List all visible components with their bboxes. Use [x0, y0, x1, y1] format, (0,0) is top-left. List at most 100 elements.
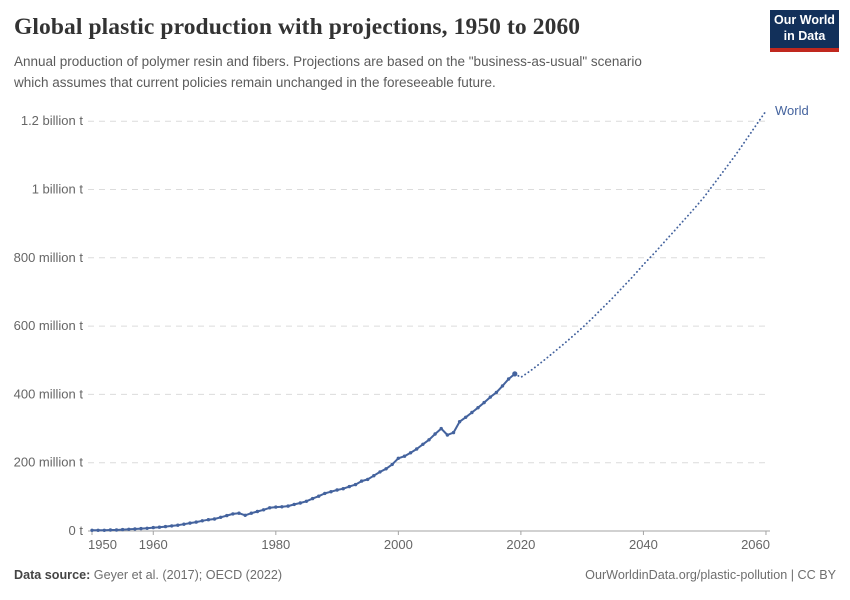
data-point — [488, 395, 492, 399]
data-point — [243, 513, 247, 517]
data-point — [90, 528, 94, 532]
data-point — [329, 490, 333, 494]
data-point — [366, 477, 370, 482]
y-axis-label: 1 billion t — [32, 182, 84, 197]
y-axis-label: 1.2 billion t — [21, 113, 84, 128]
data-point — [341, 487, 345, 491]
x-axis-label: 1950 — [88, 537, 117, 552]
data-point — [108, 528, 113, 532]
projection-line[interactable] — [513, 110, 767, 379]
data-point — [133, 527, 137, 531]
data-point — [445, 433, 450, 437]
owid-logo[interactable]: Our World in Data — [770, 10, 839, 52]
subtitle-line-1: Annual production of polymer resin and f… — [14, 54, 642, 69]
chart-subtitle: Annual production of polymer resin and f… — [14, 52, 642, 94]
data-point — [482, 400, 486, 405]
y-axis-label: 600 million t — [14, 318, 84, 333]
data-point — [237, 511, 241, 515]
page-title: Global plastic production with projectio… — [14, 14, 581, 40]
y-axis-label: 400 million t — [14, 386, 84, 401]
data-point — [188, 521, 192, 525]
data-point — [268, 506, 272, 510]
data-point — [261, 508, 266, 512]
data-point — [280, 505, 284, 509]
data-point — [212, 517, 217, 521]
data-point — [255, 509, 260, 514]
data-point — [200, 519, 204, 523]
data-point — [433, 432, 437, 436]
data-point — [396, 456, 400, 460]
data-point — [421, 442, 425, 446]
y-axis-label: 200 million t — [14, 455, 84, 470]
data-point — [464, 415, 468, 419]
data-point — [372, 474, 376, 478]
data-point — [219, 515, 223, 519]
data-point — [249, 511, 253, 515]
owid-logo-stripe — [770, 48, 839, 52]
data-point — [415, 447, 419, 451]
x-axis-label: 2000 — [384, 537, 413, 552]
history-line[interactable] — [91, 372, 516, 532]
data-point — [114, 528, 119, 532]
data-point — [225, 513, 229, 518]
data-point — [506, 377, 511, 381]
data-point — [231, 512, 235, 516]
subtitle-line-2: which assumes that current policies rema… — [14, 74, 496, 90]
data-point — [390, 462, 394, 467]
x-axis-label: 2060 — [741, 537, 770, 552]
data-point — [310, 496, 315, 501]
data-point — [157, 525, 162, 529]
data-point — [476, 406, 480, 410]
data-point — [470, 410, 474, 415]
data-point — [359, 479, 364, 483]
data-point — [176, 523, 180, 527]
x-axis-label: 1960 — [139, 537, 168, 552]
data-point — [127, 527, 131, 531]
data-point — [304, 499, 309, 503]
data-point — [139, 526, 143, 531]
data-point — [353, 482, 358, 487]
data-point — [378, 470, 382, 474]
y-axis-label: 800 million t — [14, 250, 84, 265]
data-point — [292, 502, 296, 507]
data-point — [170, 524, 174, 528]
credit-link[interactable]: OurWorldinData.org/plastic-pollution | C… — [585, 568, 836, 582]
owid-logo-line2: in Data — [783, 29, 826, 43]
data-point — [286, 504, 290, 508]
data-point — [347, 484, 351, 489]
data-point — [163, 524, 168, 529]
data-point — [500, 384, 505, 388]
data-point — [323, 491, 327, 496]
data-point — [402, 454, 407, 458]
plastic-production-chart: 0 t 200 million t 400 million t 600 million… — [14, 103, 809, 552]
data-point — [145, 526, 149, 530]
data-point — [194, 520, 198, 524]
data-point — [457, 420, 462, 424]
data-point — [494, 390, 499, 395]
data-point — [451, 430, 456, 435]
x-axis-label: 2020 — [506, 537, 535, 552]
data-point — [102, 528, 107, 532]
data-point — [439, 426, 443, 431]
y-axis-label: 0 t — [69, 523, 84, 538]
data-source-label: Data source: — [14, 568, 91, 582]
data-point — [206, 518, 211, 522]
owid-logo-line1: Our World — [774, 13, 835, 28]
data-point — [96, 528, 100, 532]
x-axis-label: 2040 — [629, 537, 658, 552]
data-source-value: Geyer et al. (2017); OECD (2022) — [90, 568, 283, 582]
data-point — [317, 494, 321, 498]
world-label: World — [775, 103, 809, 118]
data-point — [182, 522, 186, 526]
data-point — [335, 488, 339, 492]
chart-footer: Data source: Geyer et al. (2017); OECD (… — [14, 568, 836, 582]
data-source: Data source: Geyer et al. (2017); OECD (… — [14, 568, 282, 582]
data-point — [408, 451, 413, 455]
x-axis-label: 1980 — [261, 537, 290, 552]
data-point — [120, 527, 125, 532]
data-point — [151, 525, 155, 530]
data-point — [274, 505, 278, 509]
data-point — [298, 501, 302, 505]
data-point — [384, 467, 388, 471]
